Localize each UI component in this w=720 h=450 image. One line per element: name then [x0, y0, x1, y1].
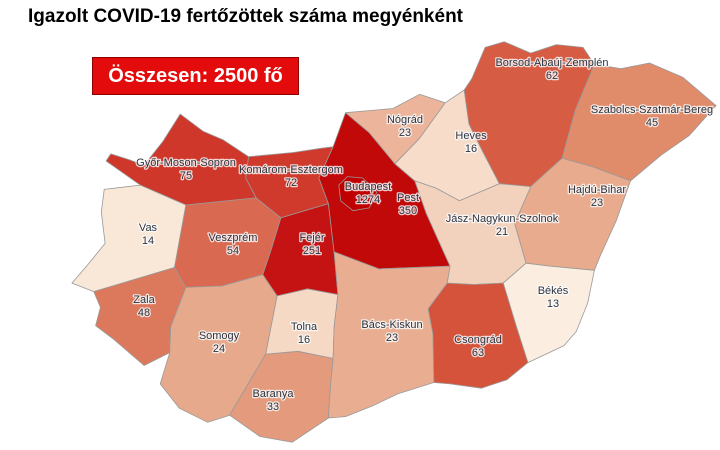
county-label-pest: Pest 350 [397, 192, 419, 217]
county-label-vas: Vas 14 [139, 222, 158, 247]
county-label-budapest: Budapest 1274 [345, 181, 391, 206]
county-label-veszprem: Veszprém 54 [209, 232, 258, 257]
county-shape-somogy [159, 274, 278, 423]
county-label-heves: Heves 16 [455, 130, 487, 155]
county-label-borsod-abauj-zemplen: Borsod-Abaúj-Zemplén 62 [495, 57, 608, 82]
county-label-bacs-kiskun: Bács-Kiskun 23 [361, 319, 422, 344]
county-label-zala: Zala 48 [133, 294, 155, 319]
county-label-jasz-nagykun-szolnok: Jász-Nagykun-Szolnok 21 [446, 213, 559, 238]
county-label-szabolcs-szatmar-bereg: Szabolcs-Szatmár-Bereg 45 [591, 104, 713, 129]
county-shape-budapest [338, 176, 378, 212]
total-badge-label: Összesen: 2500 fő [108, 64, 283, 87]
county-shape-szabolcs-szatmar-bereg [561, 62, 717, 182]
county-label-gyor-moson-sopron: Győr-Moson-Sopron 75 [136, 157, 236, 182]
county-label-hajdu-bihar: Hajdú-Bihar 23 [568, 184, 626, 209]
county-label-somogy: Somogy 24 [199, 330, 240, 355]
total-badge: Összesen: 2500 fő [92, 57, 299, 95]
county-label-fejer: Fejér 251 [299, 232, 324, 257]
county-label-tolna: Tolna 16 [291, 321, 318, 346]
county-label-komarom-esztergom: Komárom-Esztergom 72 [239, 164, 343, 189]
county-label-csongrad: Csongrád 63 [454, 334, 502, 359]
page-title: Igazolt COVID-19 fertőzöttek száma megyé… [28, 6, 463, 27]
county-label-baranya: Baranya 33 [253, 388, 295, 413]
county-label-bekes: Békés 13 [538, 285, 569, 310]
county-label-nograd: Nógrád 23 [387, 114, 423, 139]
county-shape-bacs-kiskun [327, 251, 451, 419]
